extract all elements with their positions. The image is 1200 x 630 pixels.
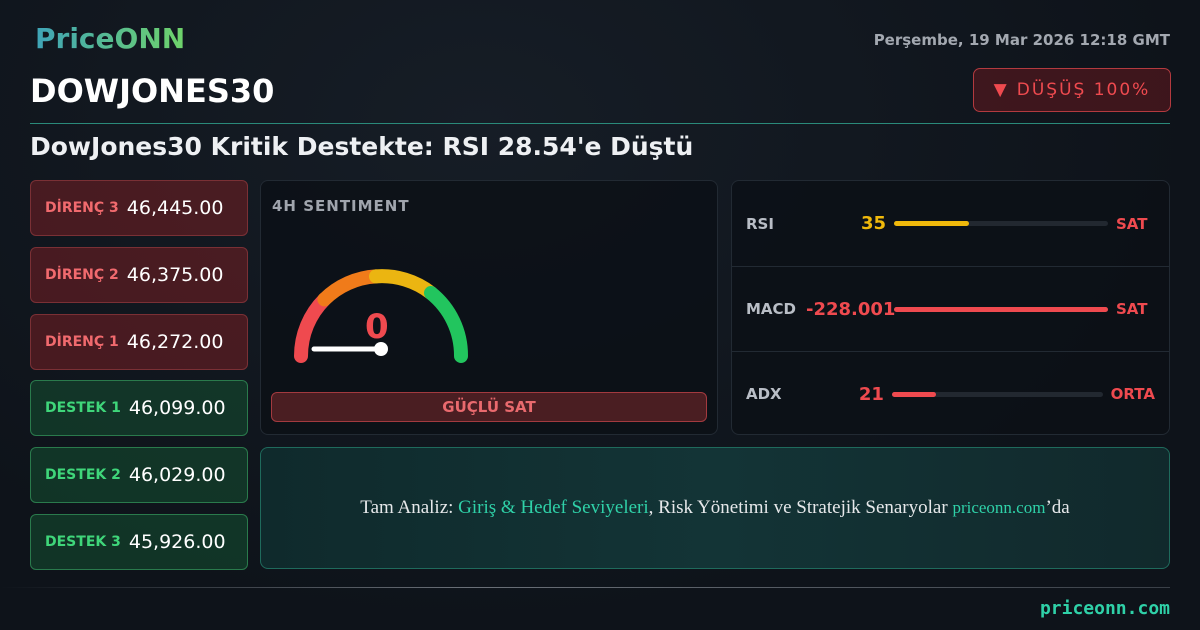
level-label: DİRENÇ 3 (45, 200, 119, 216)
gauge-seg-yellow (369, 269, 438, 300)
indicator-bar-fill (894, 306, 1108, 312)
level-value: 46,272.00 (126, 330, 224, 353)
sentiment-value: 0 (365, 307, 389, 347)
sentiment-panel: 4H SENTIMENT 0 GÜÇLÜ SAT (260, 180, 718, 435)
indicator-name: MACD (746, 300, 796, 318)
cta-prefix: Tam Analiz: (360, 497, 454, 518)
support-level: DESTEK 2 46,029.00 (30, 447, 248, 504)
symbol-title: DOWJONES30 (30, 72, 275, 110)
headline: DowJones30 Kritik Destekte: RSI 28.54'e … (30, 132, 694, 161)
footer-divider (0, 587, 1170, 588)
gauge-hub (374, 342, 388, 356)
sentiment-title: 4H SENTIMENT (272, 197, 410, 215)
footer-domain[interactable]: priceonn.com (1039, 598, 1170, 619)
trend-label: DÜŞÜŞ 100% (1016, 80, 1151, 100)
sentiment-gauge (293, 269, 469, 363)
priceonn-logo: PriceONN (35, 22, 186, 55)
cta-middle: , Risk Yönetimi ve Stratejik Senaryolar (648, 497, 948, 518)
triangle-down-icon: ▼ (993, 80, 1009, 100)
indicator-value: 21 (858, 383, 884, 405)
gauge-seg-orange (317, 269, 383, 307)
support-level: DESTEK 3 45,926.00 (30, 514, 248, 570)
indicator-row-adx: ADX 21 ORTA (732, 351, 1169, 436)
level-label: DESTEK 3 (45, 534, 121, 550)
trend-badge: ▼ DÜŞÜŞ 100% (973, 68, 1171, 112)
indicator-signal: SAT (1116, 300, 1148, 318)
indicator-row-macd: MACD -228.001 SAT (732, 266, 1169, 351)
indicator-value: 35 (860, 213, 886, 234)
resistance-level: DİRENÇ 3 46,445.00 (30, 180, 248, 236)
level-label: DESTEK 1 (45, 400, 121, 417)
level-value: 46,375.00 (126, 263, 224, 286)
indicator-value: -228.001 (806, 298, 896, 320)
full-analysis-banner[interactable]: Tam Analiz: Giriş & Hedef Seviyeleri, Ri… (260, 447, 1170, 569)
indicator-bar (894, 306, 1108, 312)
level-label: DİRENÇ 2 (45, 266, 119, 283)
resistance-level: DİRENÇ 2 46,375.00 (30, 246, 248, 303)
level-value: 45,926.00 (128, 531, 226, 553)
indicator-bar (891, 391, 1103, 397)
level-value: 46,099.00 (128, 397, 226, 420)
indicator-bar (894, 221, 1108, 226)
cta-suffix: ’da (1045, 497, 1070, 518)
indicator-signal: ORTA (1110, 385, 1155, 403)
indicator-name: ADX (746, 385, 782, 403)
indicator-bar-fill (891, 391, 937, 397)
indicators-panel: RSI 35 SAT MACD -228.001 SAT ADX 21 ORTA (731, 180, 1170, 435)
indicator-signal: SAT (1116, 214, 1148, 233)
indicator-bar-fill (894, 221, 969, 226)
sentiment-label: GÜÇLÜ SAT (271, 392, 707, 422)
resistance-level: DİRENÇ 1 46,272.00 (30, 313, 248, 370)
level-value: 46,445.00 (126, 197, 224, 219)
cta-domain-link[interactable]: priceonn.com (952, 498, 1046, 517)
cta-highlight: Giriş & Hedef Seviyeleri (458, 497, 649, 518)
indicator-row-rsi: RSI 35 SAT (732, 181, 1169, 266)
indicator-name: RSI (746, 214, 774, 233)
level-value: 46,029.00 (128, 464, 226, 487)
divider (30, 123, 1170, 124)
gauge-seg-green (424, 286, 469, 363)
date-time: Perşembe, 19 Mar 2026 12:18 GMT (873, 31, 1170, 49)
level-label: DİRENÇ 1 (45, 333, 119, 350)
level-label: DESTEK 2 (45, 467, 121, 484)
support-level: DESTEK 1 46,099.00 (30, 380, 248, 437)
